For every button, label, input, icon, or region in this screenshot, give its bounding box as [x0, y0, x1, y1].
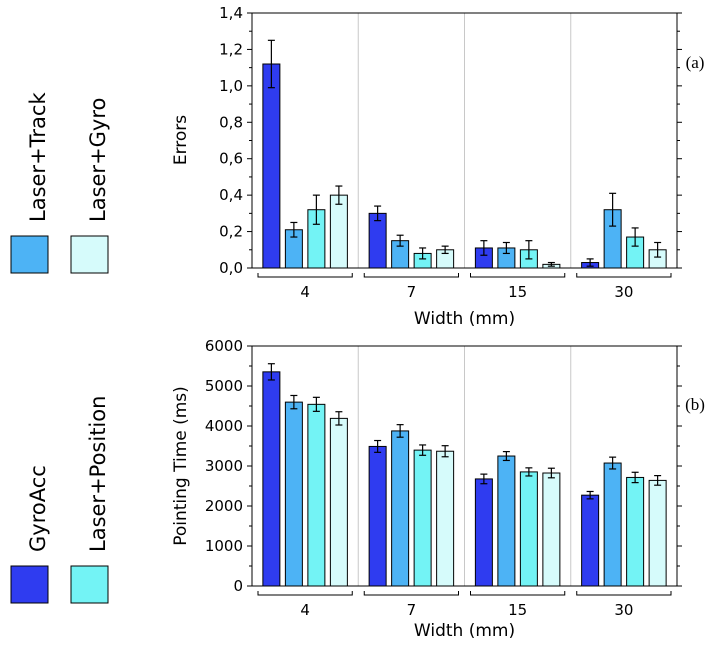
bar-laser-gyro-7	[436, 450, 455, 587]
legend-item-laser-track: Laser+Track	[10, 92, 50, 274]
legend-label-laser-gyro: Laser+Gyro	[86, 98, 110, 222]
y-tick-label: 0	[233, 577, 243, 595]
bar-laser-gyro-4	[329, 194, 348, 269]
chart-pointing-time: 0 1000 2000 3000 4000 5000 6000 4 7 15 30 Width (mm…	[171, 337, 705, 641]
legend-swatch-gyroacc	[10, 565, 49, 604]
bar-laser-gyro-15	[542, 472, 561, 587]
x-tick-label-30: 30	[614, 283, 633, 301]
y-tick-label: 1,0	[219, 77, 243, 95]
bar-laser-track-15	[497, 455, 516, 587]
legend-label-laser-position: Laser+Position	[86, 396, 110, 552]
bar-laser-position-7	[413, 449, 432, 587]
bar-gyroacc-4	[262, 63, 281, 269]
y-tick-label: 6000	[205, 337, 243, 355]
x-tick-label-15: 15	[508, 601, 527, 619]
x-tick-label-7: 7	[407, 601, 417, 619]
legend-swatch-laser-track	[10, 235, 49, 274]
bar-laser-gyro-4	[329, 417, 348, 587]
category-bracket	[257, 591, 353, 596]
category-bracket	[363, 273, 459, 278]
legend-swatch-laser-position	[70, 565, 109, 604]
x-axis-label: Width (mm)	[414, 621, 515, 641]
legend-item-gyroacc: GyroAcc	[10, 465, 50, 604]
y-tick-label: 3000	[205, 457, 243, 475]
legend-item-laser-gyro: Laser+Gyro	[70, 98, 110, 274]
bar-laser-track-30	[603, 462, 622, 587]
y-tick-label: 0,2	[219, 223, 243, 241]
category-bracket	[576, 273, 672, 278]
bar-laser-position-4	[307, 403, 326, 587]
x-tick-label-7: 7	[407, 283, 417, 301]
plot-frame	[251, 345, 678, 587]
x-tick-label-30: 30	[614, 601, 633, 619]
bar-laser-gyro-30	[648, 479, 667, 587]
legend-item-laser-position: Laser+Position	[70, 396, 110, 604]
x-axis-label: Width (mm)	[414, 309, 515, 329]
bar-laser-track-7	[391, 430, 410, 587]
bar-gyroacc-4	[262, 371, 281, 587]
bar-gyroacc-30	[581, 494, 600, 587]
plot-frame	[251, 12, 678, 269]
y-tick-label: 5000	[205, 377, 243, 395]
y-axis-label: Pointing Time (ms)	[171, 386, 191, 546]
y-tick-label: 1,4	[219, 4, 243, 22]
category-bracket	[257, 273, 353, 278]
bar-gyroacc-15	[474, 478, 493, 587]
y-tick-label: 1000	[205, 537, 243, 555]
panel-label: (b)	[685, 395, 705, 414]
y-tick-label: 2000	[205, 497, 243, 515]
legend-label-gyroacc: GyroAcc	[26, 465, 50, 552]
panel-label: (a)	[686, 53, 705, 72]
x-tick-label-4: 4	[300, 601, 310, 619]
y-tick-label: 4000	[205, 417, 243, 435]
y-axis-label: Errors	[171, 115, 191, 165]
y-tick-label: 0,0	[219, 259, 243, 277]
category-bracket	[470, 591, 566, 596]
x-tick-label-15: 15	[508, 283, 527, 301]
category-bracket	[470, 273, 566, 278]
bar-gyroacc-7	[368, 445, 387, 587]
category-bracket	[576, 591, 672, 596]
y-tick-label: 0,4	[219, 186, 243, 204]
legend: Laser+Track Laser+Gyro GyroAcc Laser+Pos…	[10, 92, 110, 604]
chart-errors: 0,0 0,2 0,4 0,6 0,8 1,0 1,2 1,4 4 7 15 30 Width (mm)…	[171, 4, 704, 329]
bar-laser-track-4	[284, 401, 303, 587]
y-tick-label: 1,2	[219, 40, 243, 58]
bar-gyroacc-7	[368, 212, 387, 269]
category-bracket	[363, 591, 459, 596]
x-tick-label-4: 4	[300, 283, 310, 301]
bar-laser-position-15	[519, 471, 538, 587]
y-tick-label: 0,6	[219, 150, 243, 168]
legend-swatch-laser-gyro	[70, 235, 109, 274]
legend-label-laser-track: Laser+Track	[26, 92, 50, 222]
bar-laser-position-30	[626, 476, 645, 587]
y-tick-label: 0,8	[219, 113, 243, 131]
